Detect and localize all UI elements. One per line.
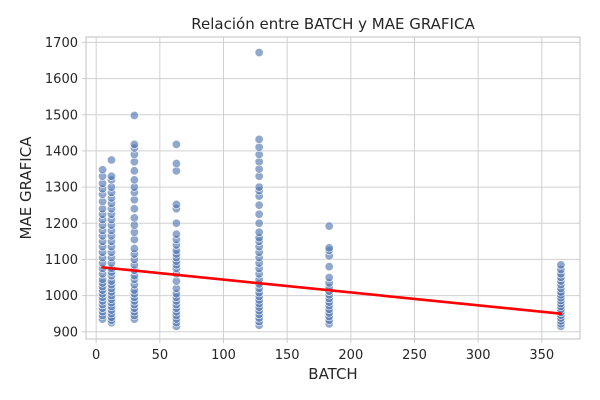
trend-layer — [101, 266, 563, 315]
x-tick-label: 0 — [92, 348, 100, 363]
y-tick-label: 1700 — [45, 36, 78, 51]
y-tick-label: 1000 — [45, 289, 78, 304]
y-tick-label: 1200 — [45, 217, 78, 232]
scatter-point — [324, 262, 334, 272]
y-tick-label: 900 — [53, 325, 78, 340]
x-axis-label: BATCH — [308, 365, 357, 383]
trend-line — [101, 266, 563, 315]
scatter-point — [129, 204, 139, 214]
scatter-point — [254, 218, 264, 228]
scatter-point — [254, 200, 264, 210]
scatter-point — [129, 110, 139, 120]
scatter-point — [254, 227, 264, 237]
x-tick-label: 50 — [152, 348, 169, 363]
scatter-point — [324, 243, 334, 253]
scatter-point — [129, 139, 139, 149]
x-tick-label: 100 — [211, 348, 236, 363]
x-tick-label: 250 — [402, 348, 427, 363]
x-tick-label: 200 — [338, 348, 363, 363]
scatter-point — [171, 229, 181, 239]
scatter-point — [254, 134, 264, 144]
scatter-point — [254, 142, 264, 152]
scatter-point — [254, 209, 264, 219]
scatter-point — [254, 48, 264, 58]
scatter-point — [106, 171, 116, 181]
points-layer — [98, 48, 566, 331]
scatter-point — [129, 213, 139, 223]
scatter-point — [171, 218, 181, 228]
scatter-point — [556, 260, 566, 270]
scatter-point — [171, 199, 181, 209]
scatter-point — [254, 182, 264, 192]
y-tick-label: 1100 — [45, 253, 78, 268]
plot-frame — [85, 36, 581, 340]
y-tick-label: 1500 — [45, 108, 78, 123]
scatter-point — [98, 165, 108, 175]
tick-layer: 0 50 100 150 200 250 300 350 900 1000 1100 1200 1300… — [45, 36, 554, 363]
scatter-point — [171, 159, 181, 169]
x-tick-label: 150 — [275, 348, 300, 363]
x-tick-label: 350 — [529, 348, 554, 363]
grid-layer — [86, 37, 580, 339]
chart-title: Relación entre BATCH y MAE GRAFICA — [191, 15, 475, 33]
scatter-point — [324, 221, 334, 231]
scatter-point — [324, 273, 334, 283]
y-axis-label: MAE GRAFICA — [17, 136, 35, 240]
y-tick-label: 1600 — [45, 72, 78, 87]
y-tick-label: 1300 — [45, 181, 78, 196]
x-tick-label: 300 — [466, 348, 491, 363]
scatter-point — [171, 139, 181, 149]
scatter-point — [129, 166, 139, 176]
y-tick-label: 1400 — [45, 144, 78, 159]
scatter-point — [129, 244, 139, 254]
scatter-point — [106, 155, 116, 165]
scatter-point — [129, 175, 139, 185]
